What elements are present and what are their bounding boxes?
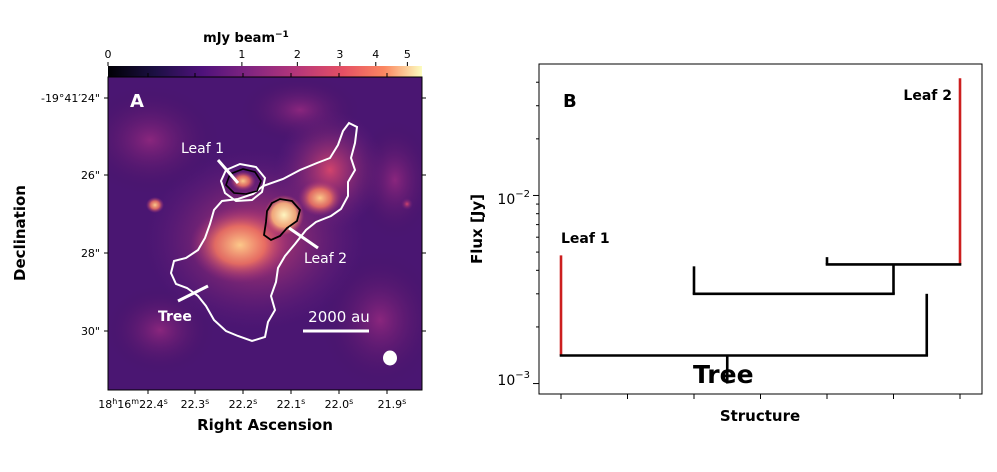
colorbar-tick-label: 4 — [372, 48, 379, 61]
emission-core — [298, 180, 342, 216]
dec-tick-label: -19°41′24" — [41, 92, 100, 105]
leaf-2-contour — [263, 198, 301, 242]
leaf-2-label: Leaf 2 — [903, 88, 952, 104]
beam-ellipse — [383, 350, 397, 366]
ra-axis: 18h16m22.4s 22.3s 22.2s 22.1s 22.0s 21.9… — [98, 73, 406, 411]
panel-b: B Leaf 1 Leaf 2 Tree 10−2 10−3 Structure… — [468, 63, 983, 425]
colorbar-title: mJy beam−1 — [203, 30, 289, 46]
emission-map — [108, 77, 422, 390]
dendrogram-axes — [533, 81, 961, 399]
leaf-1-contour — [225, 168, 262, 195]
tree-contour — [169, 121, 359, 343]
leaf-2-core — [264, 195, 304, 235]
panel-b-ylabel: Flux [Jy] — [468, 194, 486, 264]
colorbar: mJy beam−1 0 1 2 3 4 5 — [105, 30, 422, 77]
ra-tick-label: 22.1s — [277, 397, 306, 411]
colorbar-gradient — [108, 66, 422, 77]
ytick-label-minor: 10−3 — [497, 370, 530, 389]
panel-a-xlabel: Right Ascension — [197, 416, 333, 434]
leaf-1-core — [230, 171, 256, 191]
ra-tick-label: 18h16m22.4s — [98, 397, 168, 411]
leaf-1-outer-contour — [219, 162, 267, 203]
panel-b-xlabel: Structure — [720, 407, 800, 425]
scalebar-label: 2000 au — [308, 308, 370, 326]
leaf-2-pointer — [288, 226, 319, 250]
leaf-1-label: Leaf 1 — [561, 231, 610, 247]
ytick-label-major: 10−2 — [497, 189, 530, 208]
leaf-1-annotation: Leaf 1 — [181, 141, 224, 157]
panel-a-ylabel: Declination — [11, 185, 29, 281]
dec-axis: -19°41′24" 26" 28" 30" — [41, 92, 426, 338]
ra-tick-label: 22.3s — [181, 397, 210, 411]
tree-annotation: Tree — [158, 309, 192, 325]
colorbar-tick-label: 2 — [294, 48, 301, 61]
image-frame — [107, 76, 423, 391]
colorbar-tick-label: 0 — [105, 48, 112, 61]
panel-a: mJy beam−1 0 1 2 3 4 5 — [11, 30, 426, 434]
plot-frame — [538, 63, 983, 395]
colorbar-tick-label: 3 — [336, 48, 343, 61]
panel-a-label: A — [130, 91, 144, 112]
ra-tick-label: 22.0s — [325, 397, 354, 411]
ra-tick-label: 21.9s — [378, 397, 407, 411]
panel-b-label: B — [563, 91, 577, 112]
compact-source — [401, 198, 413, 210]
dec-tick-label: 28" — [81, 247, 100, 260]
leaf-2-annotation: Leaf 2 — [304, 251, 347, 267]
dendrogram — [559, 78, 962, 384]
dec-tick-label: 30" — [81, 325, 100, 338]
colorbar-tick-label: 5 — [404, 48, 411, 61]
tree-label: Tree — [693, 360, 754, 389]
ra-tick-label: 22.2s — [229, 397, 258, 411]
leaf-1-pointer — [216, 159, 240, 184]
compact-source — [146, 197, 164, 213]
colorbar-tick-label: 1 — [238, 48, 245, 61]
dec-tick-label: 26" — [81, 169, 100, 182]
tree-pointer — [177, 284, 209, 303]
